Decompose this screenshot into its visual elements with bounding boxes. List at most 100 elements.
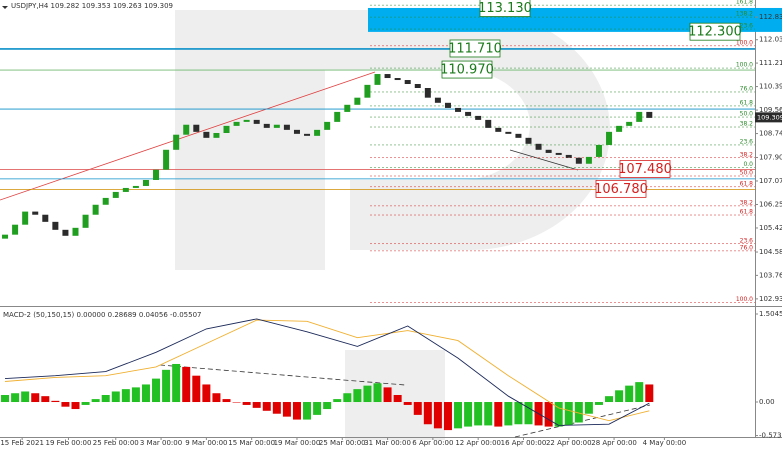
histogram-bar (303, 402, 312, 420)
candle-body (193, 124, 200, 132)
histogram-bar (514, 402, 523, 425)
candle-body (434, 97, 441, 103)
histogram-bar (474, 402, 483, 426)
indicator-title: MACD-2 (50,150,15) 0.00000 0.28689 0.040… (3, 311, 202, 319)
candle-body (444, 102, 451, 108)
candle-body (334, 111, 341, 122)
y-tick-label: 112.830 (759, 13, 782, 21)
histogram-bar (61, 402, 70, 407)
level-box (449, 39, 501, 58)
candle-body (102, 197, 109, 205)
y-tick-label: 107.900 (759, 153, 782, 161)
candle-body (414, 84, 421, 88)
candle-body (515, 133, 522, 138)
histogram-bar (202, 384, 211, 403)
candle-body (354, 97, 361, 105)
last-price-box (755, 112, 782, 123)
menu-arrow (2, 6, 8, 9)
candle-body (455, 107, 462, 112)
resistance-band (368, 7, 782, 32)
histogram-bar (635, 382, 644, 403)
histogram-bar (615, 390, 624, 403)
histogram-bar (71, 402, 80, 410)
candle-body (575, 157, 582, 164)
x-tick-label: 15 Mar 00:00 (228, 439, 275, 447)
histogram-bar (262, 402, 271, 411)
level-box (619, 160, 671, 178)
x-tick-label: 12 Apr 00:00 (455, 439, 501, 447)
y-tick-label: 1.50454 (759, 310, 782, 318)
y-tick-label: 106.250 (759, 200, 782, 208)
fib-label: 38.2 (740, 151, 754, 158)
fib-label: 138.2 (736, 11, 753, 18)
x-tick-label: 25 Mar 00:00 (319, 439, 366, 447)
x-tick-label: 28 Apr 00:00 (591, 439, 637, 447)
histogram-bar (574, 402, 583, 423)
candle-body (263, 123, 270, 128)
candle-body (72, 227, 79, 236)
histogram-bar (484, 402, 493, 426)
fib-label: 100.0 (736, 296, 753, 303)
level-label: 106.780 (594, 182, 648, 197)
histogram-bar (152, 378, 161, 403)
macd-trend-line (159, 364, 406, 386)
histogram-bar (252, 402, 261, 408)
y-tick-label: 111.215 (759, 59, 782, 67)
histogram-bar (353, 389, 362, 403)
y-tick-label: 107.075 (759, 177, 782, 185)
histogram-bar (564, 402, 573, 426)
histogram-bar (584, 402, 593, 414)
candle-body (233, 121, 240, 126)
histogram-bar (282, 402, 291, 417)
histogram-bar (141, 384, 150, 403)
candle-body (112, 191, 119, 198)
histogram-bar (91, 399, 100, 403)
y-tick-label: 103.760 (759, 271, 782, 279)
fib-label: 76.0 (740, 85, 754, 92)
histogram-bar (625, 385, 634, 403)
macd-line (4, 318, 650, 426)
watermark-stem (175, 10, 325, 270)
histogram-bar (51, 400, 60, 403)
candle-body (62, 229, 69, 236)
histogram-bar (645, 384, 654, 403)
y-tick-label: 104.580 (759, 248, 782, 256)
fib-label: 100.0 (736, 39, 753, 46)
histogram-bar (131, 387, 140, 403)
histogram-bar (363, 385, 372, 403)
fib-label: 0.0 (743, 161, 753, 168)
y-tick-label: 108.740 (759, 130, 782, 138)
fib-label: 76.0 (740, 244, 754, 251)
candle-body (465, 111, 472, 116)
fib-label: 161.8 (736, 0, 753, 6)
candle-body (475, 115, 482, 120)
candle-body (273, 124, 280, 128)
x-tick-label: 19 Mar 00:00 (274, 439, 321, 447)
x-tick-label: 19 Feb 00:00 (45, 439, 91, 447)
histogram-bar (403, 402, 412, 405)
histogram-bar (101, 394, 110, 403)
histogram-bar (313, 402, 322, 415)
candle-body (374, 74, 381, 85)
fib-label: 61.8 (740, 209, 754, 216)
candle-body (173, 134, 180, 150)
trend-line (509, 149, 579, 171)
candle-body (82, 214, 89, 228)
fib-label: 61.8 (740, 99, 754, 106)
histogram-bar (343, 393, 352, 403)
histogram-bar (494, 402, 503, 427)
histogram-bar (433, 402, 442, 429)
candle-body (22, 211, 29, 225)
histogram-bar (162, 369, 171, 403)
candle-body (314, 129, 321, 136)
level-label: 113.130 (478, 1, 532, 16)
candle-body (585, 156, 592, 164)
histogram-bar (21, 391, 30, 403)
histogram-bar (504, 402, 513, 426)
histogram-bar (232, 402, 241, 403)
histogram-bar (323, 402, 332, 410)
candle-body (142, 179, 149, 186)
candle-body (595, 144, 602, 157)
level-box (689, 22, 741, 41)
level-box (595, 179, 647, 198)
